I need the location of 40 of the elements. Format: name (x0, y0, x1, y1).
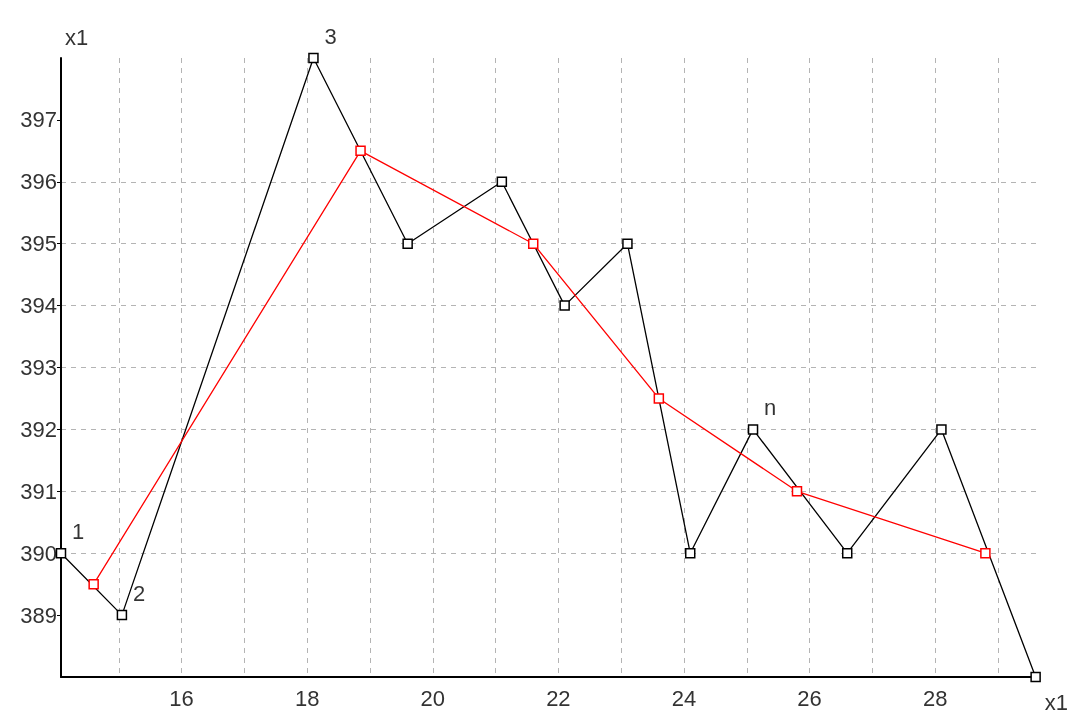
point (496, 176, 508, 188)
annotation: 1 (72, 518, 85, 544)
point (308, 52, 319, 64)
point (527, 238, 539, 249)
point (841, 547, 853, 559)
point (55, 547, 67, 559)
point (402, 238, 413, 249)
y-axis-title: x1 (65, 24, 89, 50)
point (684, 547, 696, 559)
y-tick-label: 392 (20, 416, 57, 442)
point (1030, 671, 1041, 683)
y-tick-label: 397 (20, 107, 57, 133)
x-tick-label: 24 (671, 685, 697, 711)
y-tick-label: 390 (20, 540, 57, 566)
y-tick-label: 395 (20, 231, 57, 257)
x-tick-label: 18 (294, 685, 320, 711)
y-tick-label: 393 (20, 355, 57, 380)
point (791, 486, 803, 497)
point (88, 578, 99, 590)
point (355, 145, 366, 157)
x-axis-title: x1 (1044, 689, 1069, 713)
point (980, 547, 991, 559)
y-tick-label: 389 (20, 602, 57, 628)
y-tick-label: 396 (20, 169, 57, 195)
annotation: 3 (324, 23, 337, 49)
point (747, 424, 759, 435)
x-tick-label: 26 (797, 685, 822, 711)
point (559, 300, 570, 311)
y-tick-label: 391 (20, 478, 57, 504)
y-tick-label: 394 (20, 293, 57, 319)
x-tick-label: 28 (922, 685, 948, 711)
point (936, 424, 947, 435)
annotation: n (764, 394, 777, 420)
point (653, 393, 665, 404)
point (116, 609, 128, 621)
annotation: 2 (132, 580, 146, 606)
x-tick-label: 22 (546, 685, 571, 711)
x-tick-label: 16 (169, 685, 194, 711)
point (622, 238, 633, 249)
x-tick-label: 20 (420, 685, 446, 711)
